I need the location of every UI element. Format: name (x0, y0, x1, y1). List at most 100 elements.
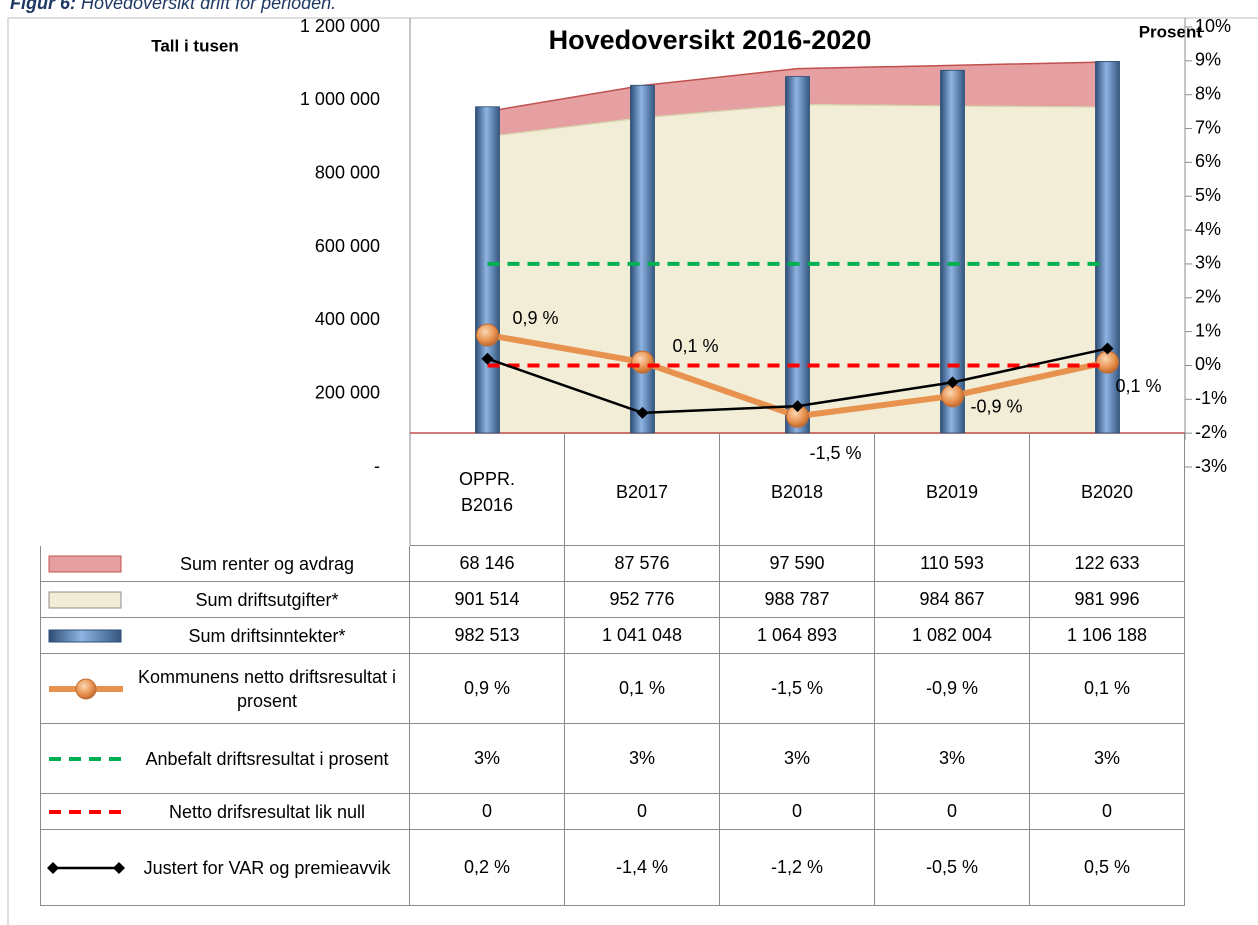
y2-tick-label: -3% (1195, 456, 1227, 476)
header-cell: B2020 (1030, 433, 1185, 546)
legend-label: Netto drifsresultat lik null (168, 801, 366, 822)
category-label: B2019 (925, 482, 979, 502)
legend-marker (75, 678, 97, 699)
cell-value: 0,1 % (618, 678, 666, 698)
legend-marker (47, 861, 59, 874)
legend-swatch (48, 629, 122, 642)
y-tick-label: - (374, 456, 380, 476)
cell-value: -0,9 % (925, 678, 979, 698)
legend-key (49, 678, 123, 699)
legend-key (49, 809, 123, 814)
cell-value: 0 (791, 801, 802, 821)
category-label: OPPR. B2016 (458, 469, 515, 515)
marker (476, 323, 499, 347)
y-axis-label: Tall i tusen (151, 36, 239, 55)
marker (946, 376, 959, 389)
table-cell: -0,5 % (875, 830, 1030, 906)
cell-value: 984 867 (919, 589, 985, 609)
legend-key (48, 591, 122, 608)
cell-value: -0,5 % (925, 857, 979, 877)
legend-label: Justert for VAR og premieavvik (143, 857, 391, 878)
y-tick-label: 600 000 (315, 236, 380, 256)
row-label: Kommunens netto driftsresultat i prosent (40, 654, 410, 724)
table-cell: 0 (1030, 794, 1185, 830)
cell-value: 0,9 % (463, 678, 511, 698)
y2-tick-label: 4% (1195, 219, 1221, 239)
category-label: B2020 (1080, 482, 1134, 502)
y-tick-label: 1 200 000 (300, 16, 380, 36)
data-label: 0,1 % (1116, 376, 1162, 396)
legend-label: Anbefalt driftsresultat i prosent (145, 748, 389, 769)
cell-value: -1,2 % (770, 857, 824, 877)
table-cell: 3% (720, 724, 875, 794)
marker (636, 406, 649, 419)
cell-value: 3% (1093, 748, 1120, 768)
cell-value: 0,5 % (1083, 857, 1131, 877)
row-label: Sum driftsinntekter* (40, 618, 410, 654)
y2-tick-label: 1% (1195, 320, 1221, 340)
header-cell: B2018 (720, 433, 875, 546)
marker (1101, 342, 1114, 355)
cell-value: 0 (636, 801, 647, 821)
bar (475, 106, 500, 434)
table-cell: 0,1 % (565, 654, 720, 724)
y2-tick-label: 5% (1195, 185, 1221, 205)
legend-label: Sum driftsutgifter* (195, 589, 339, 610)
row-label: Netto drifsresultat lik null (40, 794, 410, 830)
table-cell: 3% (565, 724, 720, 794)
data-label: 0,1 % (673, 336, 719, 356)
cell-value: 0 (946, 801, 957, 821)
marker (791, 400, 804, 413)
y-tick-label: 1 000 000 (300, 89, 380, 109)
cell-value: 1 041 048 (601, 625, 683, 645)
cell-value: 68 146 (459, 553, 515, 573)
category-label: B2018 (770, 482, 824, 502)
table-cell: -0,9 % (875, 654, 1030, 724)
table-cell: 1 082 004 (875, 618, 1030, 654)
cell-value: 0,1 % (1083, 678, 1131, 698)
cell-value: 3% (473, 748, 500, 768)
row-label: Justert for VAR og premieavvik (40, 830, 410, 906)
data-label: -0,9 % (971, 397, 1023, 417)
marker (631, 350, 654, 374)
chart-title: Hovedoversikt 2016-2020 (549, 25, 872, 55)
table-cell: 87 576 (565, 546, 720, 582)
caption: Figur 6: Hovedoversikt drift for periode… (10, 0, 336, 14)
data-table: OPPR. B2016 B2017 B2018 B2019 B2020 Sum rente… (40, 433, 1185, 906)
table-cell: -1,2 % (720, 830, 875, 906)
row-label: Sum renter og avdrag (40, 546, 410, 582)
y2-tick-label: -1% (1195, 388, 1227, 408)
table-cell: 0,1 % (1030, 654, 1185, 724)
table-cell: 1 106 188 (1030, 618, 1185, 654)
row-label: Sum driftsutgifter* (40, 582, 410, 618)
cell-value: 0,2 % (463, 857, 511, 877)
cell-value: 1 106 188 (1066, 625, 1148, 645)
table-cell: 952 776 (565, 582, 720, 618)
y2-tick-label: 7% (1195, 117, 1221, 137)
marker (481, 352, 494, 365)
bar (785, 76, 810, 434)
cell-value: 110 593 (920, 553, 984, 573)
bar (940, 69, 965, 434)
table-cell: 901 514 (410, 582, 565, 618)
legend-marker (113, 861, 125, 874)
y2-tick-label: 6% (1195, 151, 1221, 171)
legend-label: Kommunens netto driftsresultat i prosent (137, 666, 397, 711)
table-cell: 988 787 (720, 582, 875, 618)
table-cell: 1 064 893 (720, 618, 875, 654)
cell-value: 3% (783, 748, 810, 768)
table-cell: 0,2 % (410, 830, 565, 906)
header-cell: B2019 (875, 433, 1030, 546)
y-tick-label: 400 000 (315, 309, 380, 329)
cell-value: 1 082 004 (911, 625, 993, 645)
table-cell: -1,4 % (565, 830, 720, 906)
row-label: Anbefalt driftsresultat i prosent (40, 724, 410, 794)
data-label: 0,9 % (513, 308, 559, 328)
legend-swatch (48, 555, 122, 572)
cell-value: 3% (628, 748, 655, 768)
data-label: -1,5 % (810, 443, 862, 463)
y2-tick-label: 8% (1195, 83, 1221, 103)
table-cell: 0 (410, 794, 565, 830)
cell-value: 952 776 (609, 589, 675, 609)
legend-key (48, 555, 122, 572)
